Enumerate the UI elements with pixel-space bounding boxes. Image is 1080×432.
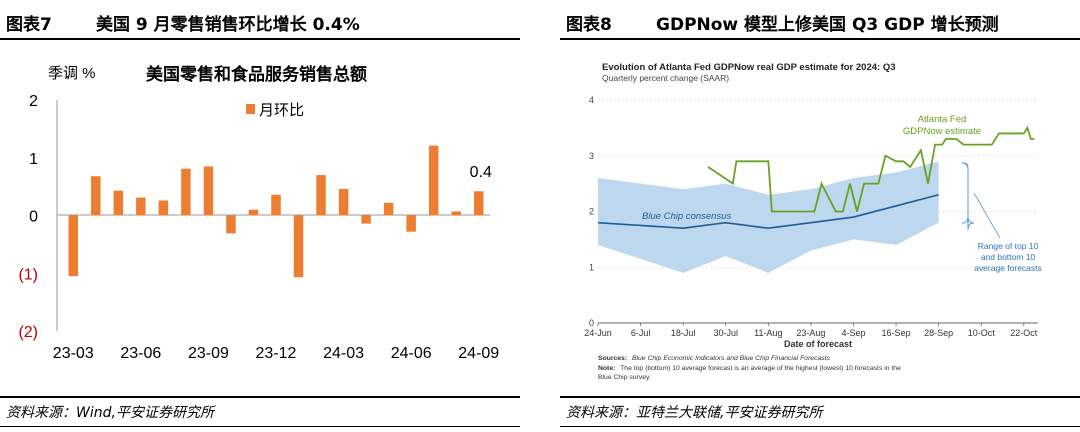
bar: [91, 176, 101, 216]
figure-footer: 资料来源：亚特兰大联储,平安证券研究所: [560, 396, 1080, 427]
note-text-1: The top (bottom) 10 average forecast is …: [620, 365, 901, 372]
figure-number: 图表8: [566, 15, 612, 35]
bar: [451, 211, 461, 216]
bar: [248, 209, 259, 216]
sources-line: Sources: Blue Chip Economic Indicators a…: [598, 355, 831, 362]
chart-title: 美国零售和食品服务销售总额: [146, 64, 367, 85]
y-tick-label: (1): [18, 266, 38, 283]
source-note: 资料来源：Wind,平安证券研究所: [6, 405, 214, 421]
bar: [68, 215, 78, 277]
x-tick-label: 10-Oct: [968, 328, 996, 338]
bar: [474, 191, 484, 216]
y-tick-group: 2 1 0 (1) (2): [18, 93, 38, 341]
annotation-blue-chip: Blue Chip consensus: [642, 211, 731, 222]
series-line-blue-chip: [597, 194, 939, 230]
x-tick-label: 28-Sep: [924, 328, 953, 338]
x-tick-label: 30-Jul: [713, 328, 738, 338]
annotation-gdpnow-1: Atlanta Fed: [918, 114, 967, 125]
range-bracket: [961, 162, 975, 231]
bar: [338, 188, 349, 216]
x-tick-group: 24-Jun 6-Jul 18-Jul 30-Jul 11-Aug 23-Aug 4-Sep…: [584, 323, 1038, 338]
forecast-range-band: [598, 161, 939, 273]
x-tick-label: 23-12: [256, 345, 297, 362]
sources-label: Sources:: [598, 355, 627, 362]
bar: [316, 175, 326, 216]
note-text-2: Blue Chip survey.: [598, 374, 651, 381]
x-tick-label: 23-09: [188, 345, 229, 362]
range-leader-line: [973, 192, 1001, 239]
y-tick-label: 3: [589, 151, 594, 161]
annotation-range-1: Range of top 10: [978, 241, 1039, 251]
y-tick-label: 0: [29, 209, 38, 226]
annotation-range-3: average forecasts: [974, 263, 1042, 273]
figure-title: GDPNow 模型上修美国 Q3 GDP 增长预测: [656, 15, 999, 35]
x-tick-label: 4-Sep: [841, 328, 865, 338]
x-tick-label: 22-Oct: [1010, 328, 1038, 338]
figure-title: 美国 9 月零售销售环比增长 0.4%: [96, 15, 360, 35]
legend-label: 月环比: [259, 101, 304, 119]
x-tick-label: 16-Sep: [882, 328, 911, 338]
x-tick-label: 23-03: [53, 345, 94, 362]
x-tick-label: 24-Jun: [584, 328, 612, 338]
y-tick-label: 1: [29, 151, 38, 168]
y-tick-label: 2: [589, 207, 594, 217]
x-tick-label: 24-03: [323, 345, 364, 362]
figure-header: 图表8 GDPNow 模型上修美国 Q3 GDP 增长预测: [560, 0, 1080, 40]
line-chart: Evolution of Atlanta Fed GDPNow real GDP…: [584, 62, 1042, 381]
x-tick-label: 24-06: [391, 345, 432, 362]
data-label: 0.4: [470, 164, 492, 181]
x-tick-label: 11-Aug: [754, 328, 782, 338]
y-tick-label: (2): [18, 324, 38, 341]
legend-swatch: [246, 104, 255, 114]
note-line-1: Note: The top (bottom) 10 average foreca…: [598, 365, 901, 372]
figure-header: 图表7 美国 9 月零售销售环比增长 0.4%: [0, 0, 520, 40]
annotation-range-2: and bottom 10: [981, 252, 1036, 262]
bar-chart: 季调 % 美国零售和食品服务销售总额 月环比 210(1)(2) 23-03 23…: [18, 64, 499, 362]
figure-number: 图表7: [6, 15, 52, 35]
y-tick-label: 2: [29, 93, 38, 110]
bar: [293, 215, 304, 278]
bar: [383, 202, 394, 216]
x-axis-label: Date of forecast: [784, 339, 852, 349]
y-tick-label: 4: [589, 95, 594, 105]
x-tick-group: 23-03 23-06 23-09 23-12 24-03 24-06 24-09: [53, 345, 499, 362]
x-tick-label: 23-Aug: [796, 328, 825, 338]
sources-text: Blue Chip Economic Indicators and Blue C…: [632, 355, 831, 362]
x-tick-label: 18-Jul: [671, 328, 696, 338]
bar: [113, 190, 124, 216]
bar: [203, 166, 214, 216]
x-tick-label: 24-09: [458, 345, 499, 362]
chart-title: Evolution of Atlanta Fed GDPNow real GDP…: [602, 62, 896, 73]
series-line-gdpnow: [707, 125, 1035, 213]
x-tick-label: 6-Jul: [631, 328, 651, 338]
bar: [226, 215, 236, 234]
y-tick-label: 1: [589, 262, 594, 272]
figure-8: 图表8 GDPNow 模型上修美国 Q3 GDP 增长预测 Evolution …: [560, 0, 1080, 432]
x-tick-label: 23-06: [120, 345, 161, 362]
chart-subtitle: Quarterly percent change (SAAR): [602, 73, 729, 83]
y-unit-label: 季调 %: [48, 65, 96, 82]
annotation-gdpnow-2: GDPNow estimate: [903, 126, 981, 137]
y-tick-group: 0 1 2 3 4: [589, 95, 594, 328]
bar-group: [68, 145, 484, 278]
y-tick-label: 0: [589, 318, 594, 328]
figure-footer: 资料来源：Wind,平安证券研究所: [0, 396, 520, 427]
bar: [271, 194, 281, 216]
bar: [406, 215, 416, 232]
bar: [361, 215, 371, 224]
bar: [158, 200, 169, 216]
range-bracket-lower: [962, 162, 969, 224]
bar: [428, 145, 439, 216]
source-note: 资料来源：亚特兰大联储,平安证券研究所: [566, 405, 823, 421]
figure-7: 图表7 美国 9 月零售销售环比增长 0.4% 季调 % 美国零售和食品服务销售…: [0, 0, 520, 432]
bar: [181, 168, 191, 216]
note-label: Note:: [598, 365, 615, 372]
bar: [136, 197, 146, 216]
